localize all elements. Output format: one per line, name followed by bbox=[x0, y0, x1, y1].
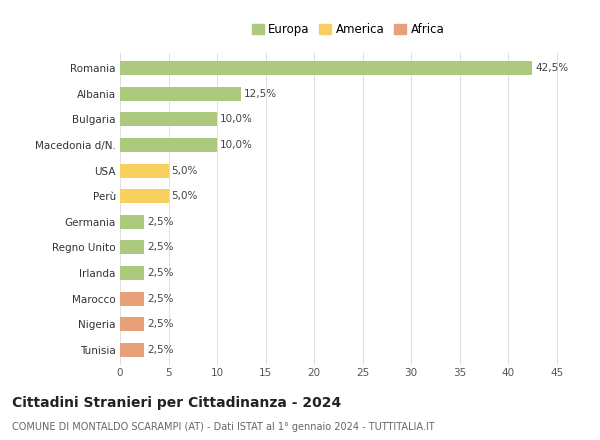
Bar bbox=[120, 138, 217, 152]
Text: 2,5%: 2,5% bbox=[147, 345, 173, 355]
Bar bbox=[120, 317, 144, 331]
Text: 10,0%: 10,0% bbox=[220, 140, 253, 150]
Text: COMUNE DI MONTALDO SCARAMPI (AT) - Dati ISTAT al 1° gennaio 2024 - TUTTITALIA.IT: COMUNE DI MONTALDO SCARAMPI (AT) - Dati … bbox=[12, 422, 434, 433]
Bar bbox=[120, 189, 169, 203]
Bar bbox=[120, 292, 144, 306]
Text: 2,5%: 2,5% bbox=[147, 268, 173, 278]
Bar bbox=[120, 112, 217, 126]
Text: Cittadini Stranieri per Cittadinanza - 2024: Cittadini Stranieri per Cittadinanza - 2… bbox=[12, 396, 341, 410]
Bar bbox=[120, 266, 144, 280]
Text: 5,0%: 5,0% bbox=[172, 165, 198, 176]
Text: 2,5%: 2,5% bbox=[147, 319, 173, 329]
Bar bbox=[120, 87, 241, 101]
Bar bbox=[120, 215, 144, 229]
Text: 5,0%: 5,0% bbox=[172, 191, 198, 201]
Text: 2,5%: 2,5% bbox=[147, 293, 173, 304]
Bar bbox=[120, 343, 144, 357]
Text: 12,5%: 12,5% bbox=[244, 89, 277, 99]
Legend: Europa, America, Africa: Europa, America, Africa bbox=[247, 18, 449, 40]
Text: 2,5%: 2,5% bbox=[147, 242, 173, 253]
Bar bbox=[120, 240, 144, 254]
Text: 42,5%: 42,5% bbox=[535, 63, 568, 73]
Text: 2,5%: 2,5% bbox=[147, 217, 173, 227]
Bar bbox=[120, 164, 169, 178]
Bar bbox=[120, 61, 532, 75]
Text: 10,0%: 10,0% bbox=[220, 114, 253, 125]
